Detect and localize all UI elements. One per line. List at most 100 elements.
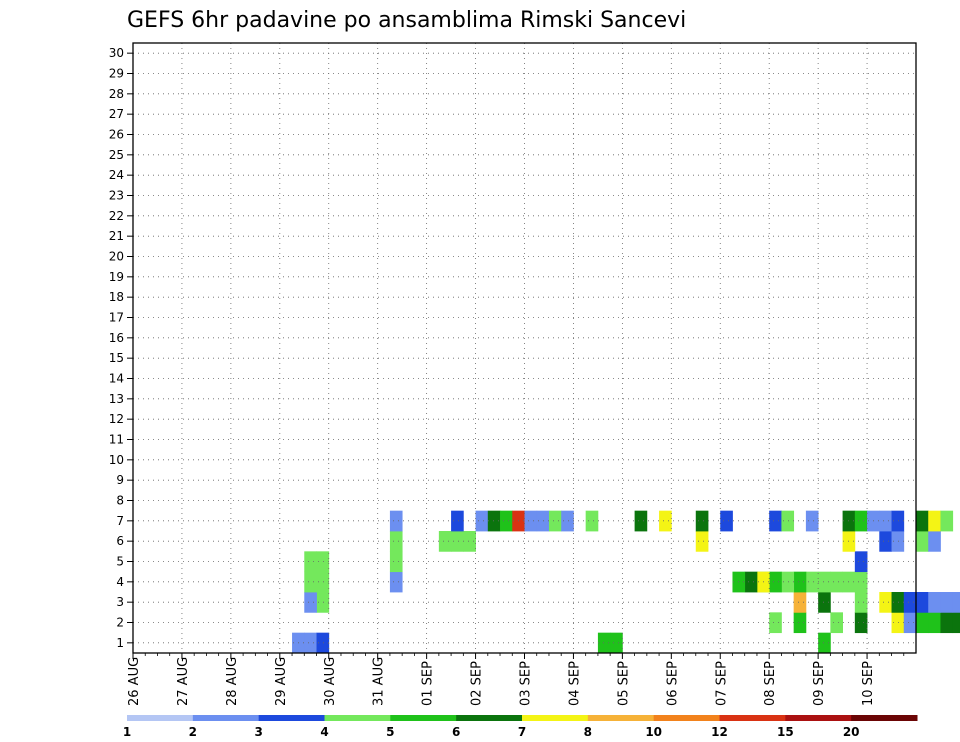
y-tick-label: 7 xyxy=(116,514,124,528)
heat-cell-33 xyxy=(818,592,831,613)
x-tick-label: 09 SEP xyxy=(812,661,827,706)
y-tick-label: 26 xyxy=(109,128,124,142)
heat-cell-82 xyxy=(928,531,941,552)
x-tick-label: 07 SEP xyxy=(714,661,729,706)
heat-cell-79 xyxy=(879,531,892,552)
heat-cell-9 xyxy=(793,612,807,634)
colorbar-swatch xyxy=(587,715,655,721)
heat-cell-30 xyxy=(316,592,330,613)
heat-cell-2 xyxy=(316,632,330,654)
heat-cell-67 xyxy=(744,571,758,593)
y-tick-label: 22 xyxy=(109,209,124,223)
heat-cell-60 xyxy=(830,571,843,593)
x-tick-label: 03 SEP xyxy=(519,661,534,706)
y-tick-label: 20 xyxy=(109,250,124,264)
heat-cell-32 xyxy=(793,592,807,613)
y-tick-label: 5 xyxy=(116,555,124,569)
x-tick-label: 31 AUG xyxy=(372,657,387,706)
heat-cell-56 xyxy=(389,571,403,593)
colorbar-label: 2 xyxy=(189,725,197,739)
heat-cell-37 xyxy=(903,592,917,613)
colorbar-swatch xyxy=(456,715,523,721)
heat-cell-41 xyxy=(952,592,960,613)
y-tick-label: 15 xyxy=(109,351,124,365)
gridlines xyxy=(133,43,916,653)
heat-cell-77 xyxy=(695,531,709,552)
colorbar-label: 3 xyxy=(254,725,262,739)
colorbar-swatch xyxy=(785,715,852,721)
x-tick-label: 02 SEP xyxy=(470,661,485,706)
y-tick-label: 30 xyxy=(109,46,124,60)
y-tick-label: 4 xyxy=(116,575,124,589)
heat-cell-36 xyxy=(891,592,905,613)
heat-cell-61 xyxy=(818,571,831,593)
colorbar-swatch xyxy=(192,715,260,721)
y-tick-label: 18 xyxy=(109,290,124,304)
heat-cell-113 xyxy=(891,510,905,532)
y-tick-label: 13 xyxy=(109,392,124,406)
heat-cell-101 xyxy=(585,510,599,532)
heat-cell-3 xyxy=(597,632,611,654)
heat-cell-116 xyxy=(940,510,954,532)
heat-cell-108 xyxy=(805,510,819,532)
y-tick-label: 14 xyxy=(109,372,124,386)
y-tick-label: 29 xyxy=(109,67,124,81)
heat-cell-16 xyxy=(940,612,954,634)
y-tick-label: 19 xyxy=(109,270,124,284)
y-tick-label: 8 xyxy=(116,494,124,508)
colorbar-swatch xyxy=(258,715,325,721)
heat-cell-102 xyxy=(634,510,648,532)
heat-cell-107 xyxy=(781,510,795,532)
x-tick-label: 08 SEP xyxy=(763,661,778,706)
x-tick-label: 05 SEP xyxy=(616,661,631,706)
x-tick-label: 10 SEP xyxy=(861,661,876,706)
y-axis-ticks: 1234567891011121314151617181920212223242… xyxy=(109,46,133,650)
heat-cell-54 xyxy=(304,571,317,593)
colorbar-label: 5 xyxy=(386,725,394,739)
y-tick-label: 9 xyxy=(116,473,124,487)
heat-cell-91 xyxy=(389,510,403,532)
heat-cell-93 xyxy=(475,510,489,532)
y-tick-label: 12 xyxy=(109,412,124,426)
x-tick-label: 01 SEP xyxy=(421,661,436,706)
colorbar-swatch xyxy=(127,715,194,721)
x-tick-label: 27 AUG xyxy=(176,657,191,706)
heat-cell-5 xyxy=(818,632,831,654)
heat-cell-95 xyxy=(500,510,513,532)
heat-cell-104 xyxy=(695,510,709,532)
y-tick-label: 25 xyxy=(109,148,124,162)
colorbar-label: 1 xyxy=(123,725,131,739)
colorbar-label: 8 xyxy=(584,725,592,739)
heat-cell-35 xyxy=(879,592,892,613)
y-tick-label: 27 xyxy=(109,107,124,121)
colorbar-label: 12 xyxy=(711,725,728,739)
heat-cell-99 xyxy=(548,510,562,532)
y-tick-label: 24 xyxy=(109,168,124,182)
y-tick-label: 17 xyxy=(109,311,124,325)
heat-cell-11 xyxy=(854,612,868,634)
heat-cell-100 xyxy=(561,510,574,532)
heat-cell-62 xyxy=(805,571,819,593)
x-tick-label: 30 AUG xyxy=(323,657,338,706)
heat-cell-17 xyxy=(952,612,960,634)
heat-cell-65 xyxy=(769,571,782,593)
colorbar-swatch xyxy=(324,715,391,721)
heat-cell-39 xyxy=(928,592,941,613)
colorbar-label: 10 xyxy=(645,725,662,739)
heat-cell-70 xyxy=(316,551,330,573)
heat-cell-8 xyxy=(769,612,782,634)
heat-cell-58 xyxy=(854,571,868,593)
heat-cell-13 xyxy=(903,612,917,634)
heat-cell-10 xyxy=(830,612,843,634)
colorbar-label: 20 xyxy=(843,725,860,739)
heat-cell-106 xyxy=(769,510,782,532)
heat-cell-75 xyxy=(451,531,464,552)
colorbar-label: 15 xyxy=(777,725,794,739)
colorbar-label: 7 xyxy=(518,725,526,739)
colorbar-swatch xyxy=(390,715,457,721)
colorbar-label: 4 xyxy=(320,725,328,739)
y-tick-label: 10 xyxy=(109,453,124,467)
y-tick-label: 16 xyxy=(109,331,124,345)
heat-cell-1 xyxy=(304,632,317,654)
chart-title: GEFS 6hr padavine po ansamblima Rimski S… xyxy=(127,8,686,33)
